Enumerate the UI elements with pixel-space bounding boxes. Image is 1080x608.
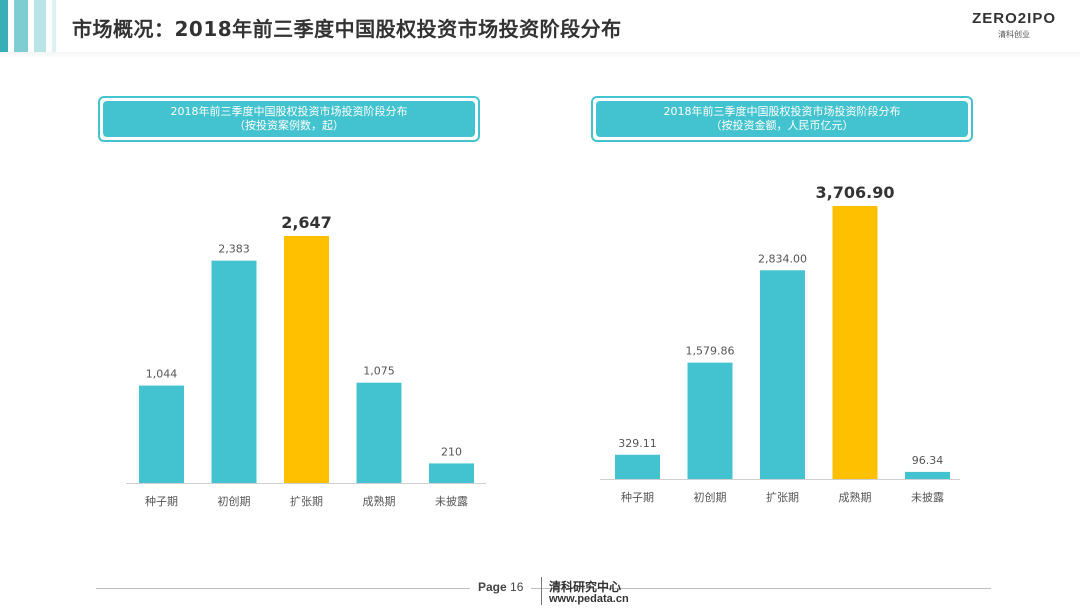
header-divider: [0, 52, 1080, 58]
page-number: 16: [510, 580, 524, 594]
chart-1-bar: [429, 463, 474, 483]
chart-1-tick-label: 成熟期: [363, 494, 396, 508]
chart-2-tick-label: 种子期: [621, 490, 654, 504]
chart-2-tick-label: 扩张期: [766, 490, 799, 504]
chart-1-subtitle: （按投资案例数，起）: [234, 119, 344, 132]
footer-divider: [96, 588, 991, 589]
chart-1-data-label: 210: [441, 445, 462, 458]
chart-2-data-label: 2,834.00: [758, 252, 807, 265]
chart-2-data-label: 96.34: [912, 454, 944, 467]
chart-2-data-label: 1,579.86: [686, 345, 735, 358]
chart-1-data-label: 1,044: [146, 368, 178, 381]
header-stripe: [34, 0, 46, 52]
header-stripe: [52, 0, 56, 52]
chart-2-tick-label: 初创期: [694, 490, 727, 504]
chart-2-data-label: 3,706.90: [816, 183, 895, 202]
chart-2-bar: [832, 206, 878, 479]
chart-2-tick-label: 未披露: [911, 490, 944, 504]
chart-1-tick-label: 扩张期: [290, 494, 323, 508]
page-indicator: Page 16: [470, 580, 532, 594]
header-stripe: [0, 0, 8, 52]
chart-1-title-box: 2018年前三季度中国股权投资市场投资阶段分布 （按投资案例数，起）: [98, 96, 480, 142]
chart-2-title: 2018年前三季度中国股权投资市场投资阶段分布: [663, 105, 901, 118]
page-title: 市场概况：2018年前三季度中国股权投资市场投资阶段分布: [72, 17, 622, 41]
chart-1-bar: [211, 260, 257, 483]
chart-2-tick-label: 成熟期: [839, 490, 872, 504]
chart-2-bar: [687, 362, 733, 479]
footer-separator: [541, 577, 542, 605]
chart-1-data-label: 2,647: [281, 213, 332, 232]
chart-2-subtitle: （按投资金额，人民币亿元）: [710, 119, 854, 132]
chart-1-data-label: 1,075: [363, 365, 395, 378]
chart-1-tick-label: 初创期: [218, 494, 251, 508]
chart-1-bar: [284, 236, 329, 483]
footer-url: www.pedata.cn: [549, 593, 629, 605]
footer-org: 清科研究中心: [549, 580, 622, 594]
logo: ZERO2IPO 清科创业: [972, 10, 1056, 40]
header-stripe: [14, 0, 28, 52]
chart-2-title-box: 2018年前三季度中国股权投资市场投资阶段分布 （按投资金额，人民币亿元）: [591, 96, 973, 142]
chart-1-bar: [356, 382, 402, 483]
logo-wordmark: ZERO2IPO: [972, 10, 1056, 27]
chart-1-title: 2018年前三季度中国股权投资市场投资阶段分布: [170, 105, 408, 118]
chart-1-tick-label: 未披露: [435, 494, 468, 508]
chart-2-data-label: 329.11: [618, 437, 657, 450]
chart-1-bar: [139, 385, 184, 483]
chart-1-tick-label: 种子期: [145, 494, 178, 508]
chart-1-data-label: 2,383: [218, 243, 250, 256]
logo-subtext: 清科创业: [998, 30, 1031, 39]
chart-2-bar: [905, 471, 950, 479]
page-label: Page: [478, 580, 507, 594]
chart-2-bar: [615, 454, 660, 479]
chart-2-bar: [760, 270, 805, 479]
